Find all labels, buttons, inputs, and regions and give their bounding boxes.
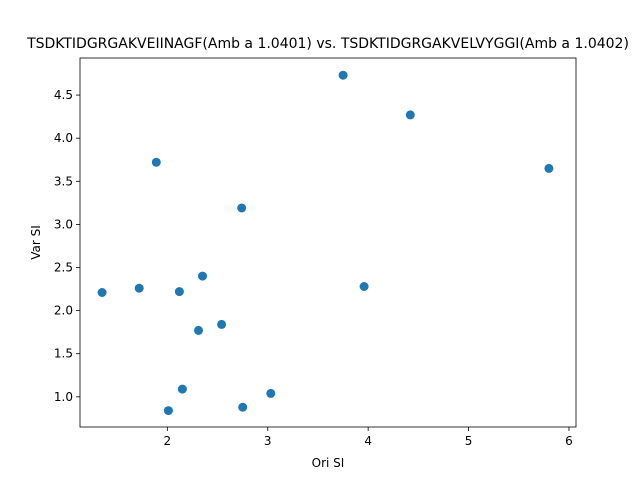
data-point [151,157,161,167]
plot-frame [79,57,577,428]
x-axis-ticks: 2 3 4 5 6 [164,427,573,448]
data-point [177,384,187,394]
x-tick-label: 3 [264,434,272,448]
y-tick-label: 3.0 [54,217,73,231]
chart-title: TSDKTIDGRGAKVEIINAGF(Amb a 1.0401) vs. T… [26,36,629,52]
data-point [238,402,248,412]
y-tick-label: 3.5 [54,174,73,188]
data-point [163,406,173,416]
y-tick-label: 1.5 [54,347,73,361]
data-point [237,203,247,213]
data-point [194,325,203,335]
data-point [338,70,348,80]
x-tick-label: 4 [364,434,372,448]
data-point [405,110,415,120]
y-tick-label: 2.5 [54,261,73,275]
data-point [134,283,144,293]
y-tick-label: 4.0 [54,131,73,145]
x-axis-label: Ori SI [312,456,345,470]
data-points [97,70,554,416]
data-point [266,388,276,398]
data-point [97,288,107,297]
data-point [217,319,227,329]
x-tick-label: 2 [164,434,172,448]
y-axis-label: Var SI [29,225,43,260]
data-point [198,271,207,281]
y-tick-label: 4.5 [54,88,73,102]
x-tick-label: 6 [565,434,573,448]
data-point [174,287,184,297]
data-point [359,282,369,291]
y-tick-label: 1.0 [54,390,73,404]
y-tick-label: 2.0 [54,304,73,318]
x-tick-label: 5 [465,434,473,448]
y-axis-ticks: 1.0 1.5 2.0 2.5 3.0 3.5 4.0 4.5 [54,88,80,404]
data-point [544,163,554,173]
